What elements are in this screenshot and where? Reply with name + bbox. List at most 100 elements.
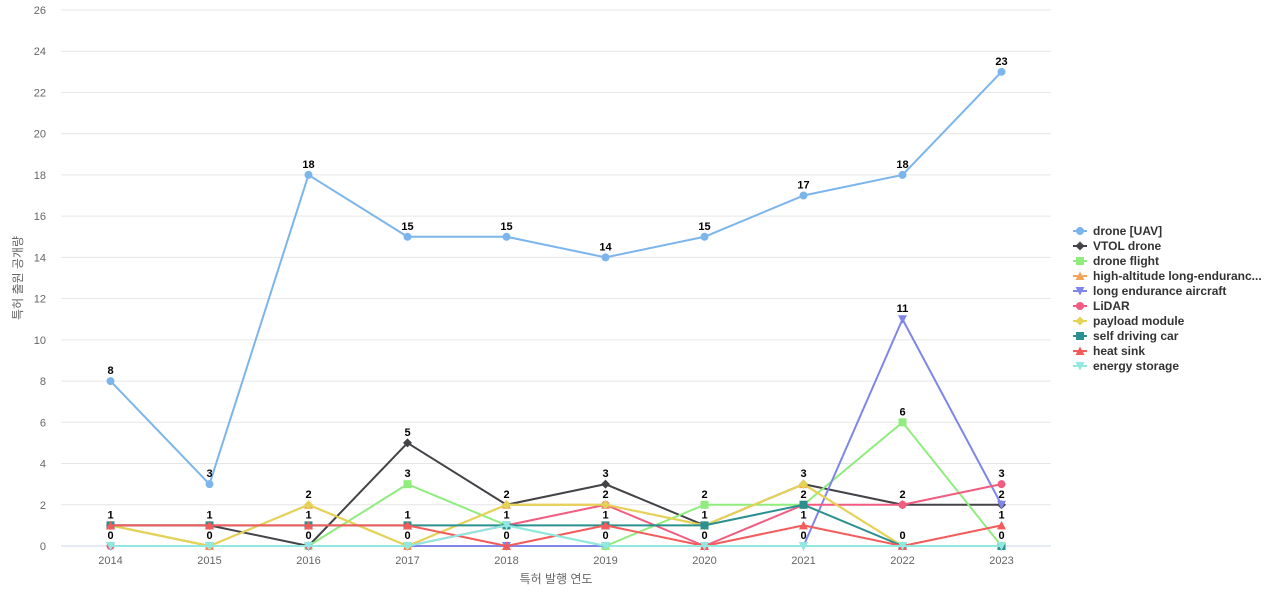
legend-item[interactable]: drone flight <box>1073 254 1159 268</box>
data-label: 11 <box>897 303 909 315</box>
x-tick-label: 2021 <box>791 555 815 567</box>
data-label: 1 <box>107 509 113 521</box>
x-tick-label: 2023 <box>989 555 1013 567</box>
y-tick-label: 20 <box>34 129 46 141</box>
data-point <box>304 500 313 510</box>
legend-marker <box>1076 257 1084 265</box>
data-labels: 8103101802115530115210143021151201732011… <box>107 56 1007 542</box>
legend-marker <box>1076 302 1084 310</box>
data-label: 0 <box>701 530 707 542</box>
series-line[interactable] <box>110 524 1002 547</box>
series-line[interactable] <box>110 318 1003 547</box>
legend-item[interactable]: energy storage <box>1073 359 1179 373</box>
legend-item[interactable]: drone [UAV] <box>1073 224 1162 238</box>
data-point <box>601 520 610 530</box>
series-group <box>106 67 1006 551</box>
data-point <box>502 500 511 510</box>
series-line[interactable] <box>110 483 1002 547</box>
data-label: 15 <box>500 221 512 233</box>
data-label: 1 <box>503 509 509 521</box>
series-9 <box>106 521 1006 551</box>
legend-marker <box>1075 316 1085 326</box>
legend-item[interactable]: long endurance aircraft <box>1073 284 1226 298</box>
data-point <box>403 520 412 530</box>
data-label: 1 <box>305 509 311 521</box>
y-tick-label: 6 <box>40 417 46 429</box>
data-point <box>799 520 808 530</box>
data-label: 2 <box>800 489 806 501</box>
data-point <box>700 542 709 551</box>
data-point <box>106 542 115 551</box>
data-label: 15 <box>698 221 710 233</box>
data-point <box>304 170 313 179</box>
data-label: 2 <box>305 489 311 501</box>
data-label: 2 <box>899 489 905 501</box>
data-label: 2 <box>503 489 509 501</box>
legend-label: self driving car <box>1093 329 1179 343</box>
series-line[interactable] <box>109 71 1003 486</box>
data-point <box>799 542 808 551</box>
data-label: 3 <box>800 468 806 480</box>
legend-marker <box>1076 227 1084 235</box>
y-tick-label: 12 <box>34 294 46 306</box>
data-label: 18 <box>896 159 908 171</box>
x-tick-label: 2014 <box>98 555 122 567</box>
data-point <box>898 542 907 551</box>
data-label: 1 <box>701 509 707 521</box>
legend-item[interactable]: high-altitude long-enduranc... <box>1073 269 1262 283</box>
y-tick-label: 2 <box>40 500 46 512</box>
legend-label: drone [UAV] <box>1093 224 1162 238</box>
data-point <box>403 438 412 448</box>
legend-item[interactable]: self driving car <box>1073 329 1179 343</box>
data-point <box>997 500 1006 510</box>
data-point <box>601 479 610 489</box>
data-point <box>898 170 907 179</box>
data-point <box>601 253 610 262</box>
legend-item[interactable]: LiDAR <box>1073 299 1130 313</box>
data-label: 2 <box>701 489 707 501</box>
data-point <box>799 191 808 200</box>
data-label: 1 <box>206 509 212 521</box>
data-label: 17 <box>797 180 809 192</box>
data-point <box>898 315 907 324</box>
data-point <box>403 232 412 241</box>
legend-label: energy storage <box>1093 359 1179 373</box>
data-label: 1 <box>800 509 806 521</box>
legend-item[interactable]: heat sink <box>1073 344 1145 358</box>
data-point <box>601 542 610 551</box>
legend-item[interactable]: payload module <box>1073 314 1185 328</box>
data-point <box>205 480 214 489</box>
data-point <box>502 232 511 241</box>
legend-label: drone flight <box>1093 254 1159 268</box>
data-label: 0 <box>503 530 509 542</box>
data-label: 2 <box>998 489 1004 501</box>
data-label: 3 <box>404 468 410 480</box>
legend-item[interactable]: VTOL drone <box>1073 239 1162 253</box>
series-line[interactable] <box>110 441 1002 547</box>
x-tick-label: 2016 <box>296 555 320 567</box>
y-tick-label: 18 <box>34 170 46 182</box>
legend-label: LiDAR <box>1093 299 1130 313</box>
data-point <box>700 521 709 530</box>
x-tick-label: 2017 <box>395 555 419 567</box>
series-line[interactable] <box>110 421 1003 547</box>
data-point <box>601 500 610 510</box>
data-point <box>997 67 1006 76</box>
legend-label: long endurance aircraft <box>1093 284 1226 298</box>
data-label: 0 <box>206 530 212 542</box>
grid <box>61 9 1051 547</box>
legend-label: high-altitude long-enduranc... <box>1093 269 1262 283</box>
data-label: 3 <box>602 468 608 480</box>
data-label: 3 <box>206 468 212 480</box>
legend-marker <box>1075 241 1085 251</box>
data-point <box>700 232 709 241</box>
data-point <box>502 521 511 530</box>
data-point <box>700 500 709 509</box>
x-axis-title: 특허 발행 연도 <box>520 571 593 586</box>
data-label: 0 <box>800 530 806 542</box>
data-point <box>403 542 412 551</box>
